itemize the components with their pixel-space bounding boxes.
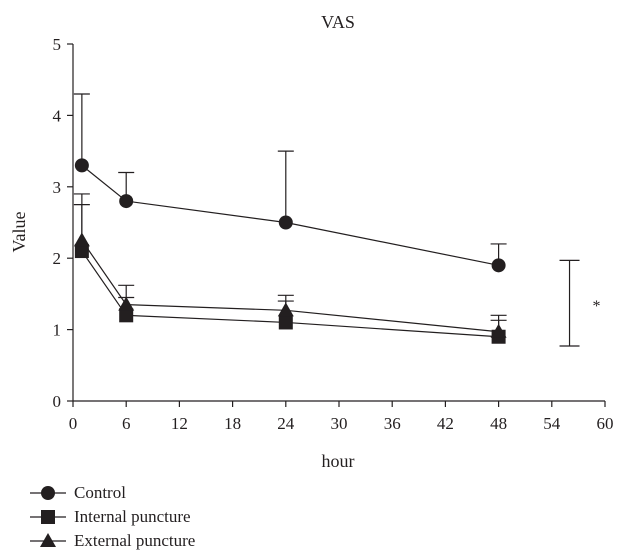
x-tick-label: 6	[122, 414, 131, 433]
circle-marker-icon	[30, 486, 66, 500]
x-tick-label: 12	[171, 414, 188, 433]
x-tick-label: 54	[543, 414, 561, 433]
series-line-control	[81, 164, 499, 266]
triangle-marker-icon	[30, 533, 66, 547]
y-axis-label: Value	[9, 211, 29, 252]
data-point-external-puncture	[490, 323, 507, 338]
x-tick-label: 42	[437, 414, 454, 433]
data-point-control	[74, 158, 89, 173]
series-line-external-puncture	[81, 240, 499, 333]
data-point-internal-puncture	[74, 244, 89, 259]
legend-label-control: Control	[74, 483, 126, 502]
x-tick-label: 0	[69, 414, 78, 433]
x-tick-label: 36	[384, 414, 401, 433]
y-tick-label: 3	[53, 178, 62, 197]
x-tick-label: 48	[490, 414, 507, 433]
data-point-external-puncture	[118, 296, 135, 311]
data-point-external-puncture	[73, 232, 90, 247]
x-tick-label: 18	[224, 414, 241, 433]
data-point-internal-puncture	[119, 308, 134, 323]
y-tick-label: 4	[53, 106, 62, 125]
y-tick-label: 5	[53, 35, 62, 54]
chart-title: VAS	[321, 12, 355, 32]
legend-label-external-puncture: External puncture	[74, 531, 196, 550]
x-axis-label: hour	[322, 451, 355, 471]
x-tick-label: 60	[597, 414, 614, 433]
data-point-internal-puncture	[278, 315, 293, 330]
series-line-internal-puncture	[81, 250, 499, 338]
y-tick-label: 2	[53, 249, 62, 268]
y-tick-label: 1	[53, 321, 62, 340]
y-tick-label: 0	[53, 392, 62, 411]
legend-label-internal-puncture: Internal puncture	[74, 507, 191, 526]
square-marker-icon	[30, 510, 66, 524]
x-tick-label: 24	[277, 414, 295, 433]
x-tick-label: 30	[331, 414, 348, 433]
data-point-control	[119, 194, 134, 209]
data-point-control	[278, 215, 293, 230]
data-point-control	[491, 258, 506, 273]
data-point-external-puncture	[277, 302, 294, 317]
significance-star: *	[593, 298, 601, 315]
